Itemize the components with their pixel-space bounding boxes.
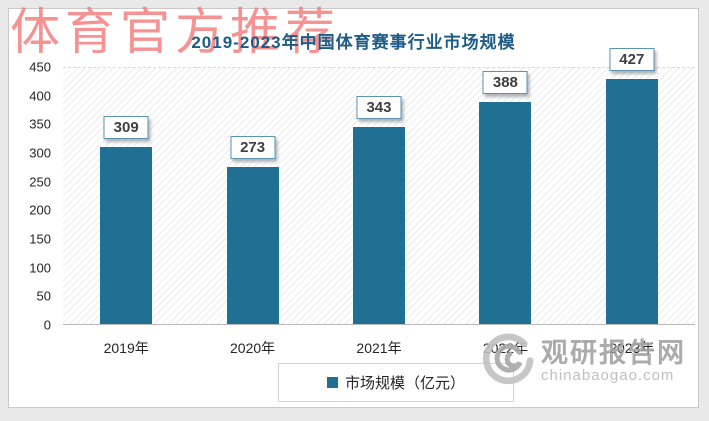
bar <box>605 79 658 324</box>
red-watermark-text: 体育官方推荐 <box>10 4 340 60</box>
y-tick-label: 200 <box>29 202 51 218</box>
swirl-logo-icon <box>482 332 536 391</box>
bar-slot: 343 <box>316 68 442 324</box>
x-tick-label: 2021年 <box>356 340 402 356</box>
plot-area: 309 273 343 388 427 <box>63 48 695 325</box>
bar-slot: 273 <box>189 68 315 324</box>
bar-value-label: 309 <box>103 115 149 139</box>
legend-marker-icon <box>326 377 338 388</box>
y-tick-label: 150 <box>29 231 51 247</box>
y-axis: 0 50 100 150 200 250 300 350 400 450 <box>9 60 57 333</box>
y-tick-label: 350 <box>29 116 51 132</box>
bar <box>100 146 153 324</box>
brand-watermark: 观研报告网 chinabaogao.com <box>482 332 686 391</box>
y-tick-label: 300 <box>29 145 51 161</box>
y-tick-label: 400 <box>29 88 51 104</box>
chart-card: 2019-2023年中国体育赛事行业市场规模 0 50 100 150 200 250 30… <box>8 8 699 408</box>
bar-slot: 309 <box>63 68 189 324</box>
legend-label: 市场规模（亿元） <box>344 375 465 392</box>
y-tick-label: 450 <box>29 59 51 75</box>
y-tick-label: 50 <box>36 288 51 304</box>
bar-value-label: 388 <box>482 70 528 94</box>
bar <box>226 167 279 324</box>
bar-value-label: 427 <box>609 48 655 72</box>
chart-title: 2019-2023年中国体育赛事行业市场规模 <box>191 33 516 52</box>
brand-domain: chinabaogao.com <box>541 367 675 385</box>
y-tick-label: 0 <box>43 317 51 333</box>
bar-value-label: 273 <box>230 136 276 160</box>
y-tick-label: 250 <box>29 174 51 190</box>
x-tick-label: 2019年 <box>103 340 149 356</box>
x-tick-label: 2020年 <box>230 340 276 356</box>
x-tick-label: 2023年 <box>609 340 655 356</box>
bar <box>479 101 532 324</box>
bar-slot: 427 <box>569 48 695 324</box>
legend-box: 市场规模（亿元） <box>278 363 514 402</box>
bar-value-label: 343 <box>356 96 402 120</box>
bar-slot: 388 <box>442 68 568 324</box>
bar <box>352 127 405 324</box>
y-tick-label: 100 <box>29 260 51 276</box>
brand-name: 观研报告网 <box>541 337 686 368</box>
